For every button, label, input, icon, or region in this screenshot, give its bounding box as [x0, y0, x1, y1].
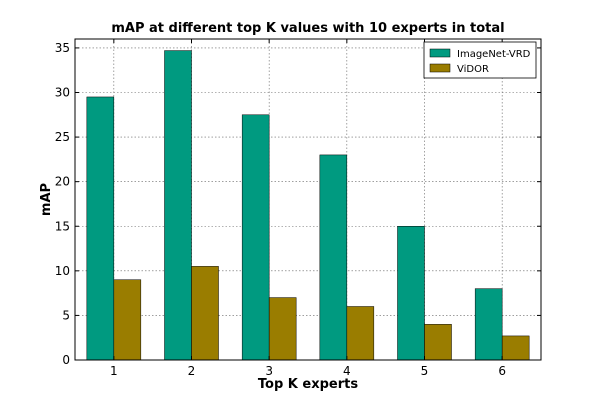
- bar-imagenet-vrd-5: [397, 226, 425, 361]
- plot-frame: [74, 38, 542, 361]
- bar-vidor-2: [191, 266, 219, 361]
- y-tick-label-35: 35: [55, 41, 70, 55]
- legend-label-vidor: ViDOR: [457, 64, 489, 75]
- bar-imagenet-vrd-3: [241, 114, 270, 361]
- grid-lines: [75, 39, 541, 360]
- y-tick-label-30: 30: [55, 86, 70, 100]
- y-axis-label: mAP: [39, 183, 54, 216]
- bar-imagenet-vrd-4: [319, 154, 348, 361]
- y-tick-label-15: 15: [55, 219, 70, 233]
- bar-vidor-1: [113, 279, 142, 361]
- y-tick-label-25: 25: [55, 130, 70, 144]
- axis-ticks: 0 5 10 15 20 25 30 35 1 2 3 4 5 6: [55, 39, 541, 378]
- x-tick-label-5: 5: [421, 364, 429, 378]
- legend-swatch-imagenet-vrd: [429, 48, 451, 58]
- x-tick-label-4: 4: [343, 364, 351, 378]
- x-tick-label-1: 1: [110, 364, 118, 378]
- legend: ImageNet-VRD ViDOR: [423, 41, 537, 79]
- y-tick-label-5: 5: [62, 308, 70, 322]
- bar-vidor-5: [424, 324, 452, 361]
- bars: [86, 50, 530, 361]
- y-tick-label-10: 10: [55, 264, 70, 278]
- chart-title: mAP at different top K values with 10 ex…: [111, 21, 504, 36]
- bar-vidor-6: [501, 335, 530, 361]
- bar-imagenet-vrd-1: [86, 96, 115, 361]
- legend-label-imagenet-vrd: ImageNet-VRD: [457, 49, 531, 60]
- legend-swatch-vidor: [429, 63, 451, 73]
- y-tick-label-20: 20: [55, 175, 70, 189]
- y-tick-label-0: 0: [62, 353, 70, 367]
- x-tick-label-3: 3: [265, 364, 273, 378]
- x-tick-label-2: 2: [188, 364, 196, 378]
- x-tick-label-6: 6: [498, 364, 506, 378]
- bar-vidor-3: [268, 297, 297, 361]
- bar-imagenet-vrd-2: [164, 50, 192, 361]
- bar-vidor-4: [346, 306, 375, 361]
- x-axis-label: Top K experts: [258, 377, 358, 392]
- bar-imagenet-vrd-6: [474, 288, 503, 361]
